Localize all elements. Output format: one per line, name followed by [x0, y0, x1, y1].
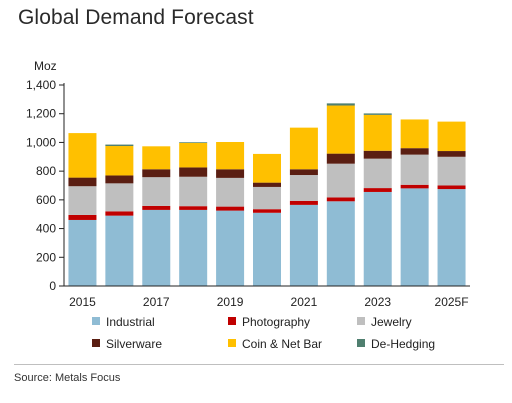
x-tick-label-2023: 2023: [364, 295, 391, 309]
bar-2022-jewelry: [326, 163, 355, 198]
chart-title: Global Demand Forecast: [18, 6, 254, 29]
bar-2017-coin-net-bar: [142, 146, 171, 170]
bar-2025F-industrial: [437, 189, 466, 286]
bar-2020-silverware: [253, 182, 281, 187]
bar-2025F-silverware: [437, 151, 466, 157]
legend-label-jewelry: Jewelry: [371, 315, 412, 329]
bar-2024-industrial: [400, 188, 429, 286]
bar-2018-de-hedging: [179, 142, 208, 144]
y-tick-label-600: 600: [36, 193, 56, 207]
bar-2020-jewelry: [253, 186, 281, 210]
legend-swatch-silverware: [92, 339, 100, 347]
bar-2015-photography: [68, 214, 97, 220]
bar-2024-coin-net-bar: [400, 119, 429, 149]
bar-2019-coin-net-bar: [216, 141, 245, 170]
bar-2025F-jewelry: [437, 156, 466, 186]
source-divider: [14, 364, 504, 365]
bar-2016-de-hedging: [105, 144, 134, 147]
bar-2018-industrial: [179, 209, 208, 286]
bar-2025F-coin-net-bar: [437, 121, 466, 152]
y-tick-label-1000: 1,000: [26, 135, 56, 149]
y-tick-label-400: 400: [36, 222, 56, 236]
bar-2022-silverware: [326, 153, 355, 164]
bar-2022-coin-net-bar: [326, 105, 355, 154]
x-tick-label-2019: 2019: [217, 295, 244, 309]
legend-label-de-hedging: De-Hedging: [371, 337, 435, 351]
bar-2016-silverware: [105, 175, 134, 184]
bar-2017-photography: [142, 205, 171, 210]
bar-2022-industrial: [326, 201, 355, 286]
bar-2018-photography: [179, 206, 208, 210]
legend-swatch-jewelry: [357, 317, 365, 325]
source-note: Source: Metals Focus: [14, 372, 121, 384]
bar-2018-coin-net-bar: [179, 143, 208, 168]
bar-2020-photography: [253, 209, 281, 213]
x-tick-label-2015: 2015: [69, 295, 96, 309]
bar-2023-industrial: [363, 191, 392, 286]
bar-2023-coin-net-bar: [363, 114, 392, 151]
bar-2021-silverware: [289, 169, 318, 176]
bar-2018-silverware: [179, 167, 208, 177]
bar-2017-jewelry: [142, 177, 171, 206]
bar-2024-silverware: [400, 148, 429, 155]
bar-2015-jewelry: [68, 186, 97, 215]
y-tick-label-1400: 1,400: [26, 78, 56, 92]
y-axis-label: Moz: [34, 59, 57, 73]
legend-swatch-industrial: [92, 317, 100, 325]
bar-2019-photography: [216, 206, 245, 211]
bar-2020-coin-net-bar: [253, 153, 281, 183]
bar-2021-industrial: [289, 204, 318, 286]
y-tick-label-200: 200: [36, 250, 56, 264]
x-tick-label-2025F: 2025F: [435, 295, 469, 309]
bar-2015-coin-net-bar: [68, 133, 97, 178]
bar-2021-jewelry: [289, 175, 318, 201]
bar-2021-coin-net-bar: [289, 127, 318, 170]
y-tick-label-0: 0: [49, 279, 56, 293]
bar-2023-silverware: [363, 150, 392, 159]
bar-2016-coin-net-bar: [105, 146, 134, 176]
legend-swatch-photography: [228, 317, 236, 325]
legend-label-coin-net-bar: Coin & Net Bar: [242, 337, 322, 351]
legend-label-industrial: Industrial: [106, 315, 155, 329]
bar-2025F-photography: [437, 185, 466, 190]
x-tick-label-2021: 2021: [291, 295, 318, 309]
bar-2019-jewelry: [216, 177, 245, 207]
bar-2019-industrial: [216, 210, 245, 286]
bar-2017-industrial: [142, 209, 171, 286]
bar-2022-de-hedging: [326, 103, 355, 106]
x-tick-label-2017: 2017: [143, 295, 170, 309]
bar-2015-industrial: [68, 219, 97, 286]
bar-2016-jewelry: [105, 183, 134, 212]
bar-2021-photography: [289, 200, 318, 205]
bar-2015-silverware: [68, 177, 97, 187]
legend-label-photography: Photography: [242, 315, 310, 329]
bar-2020-industrial: [253, 212, 281, 286]
legend-swatch-de-hedging: [357, 339, 365, 347]
bar-2016-photography: [105, 211, 134, 216]
bar-2019-silverware: [216, 169, 245, 178]
legend-swatch-coin-net-bar: [228, 339, 236, 347]
legend-label-silverware: Silverware: [106, 337, 162, 351]
bar-2022-photography: [326, 197, 355, 202]
bar-2024-jewelry: [400, 154, 429, 185]
y-tick-label-1200: 1,200: [26, 107, 56, 121]
bar-2023-de-hedging: [363, 113, 392, 115]
bar-2016-industrial: [105, 215, 134, 286]
bar-2024-photography: [400, 184, 429, 189]
bar-2023-jewelry: [363, 158, 392, 189]
bar-2023-photography: [363, 188, 392, 192]
bar-2017-silverware: [142, 169, 171, 178]
bar-2018-jewelry: [179, 176, 208, 207]
y-tick-label-800: 800: [36, 164, 56, 178]
